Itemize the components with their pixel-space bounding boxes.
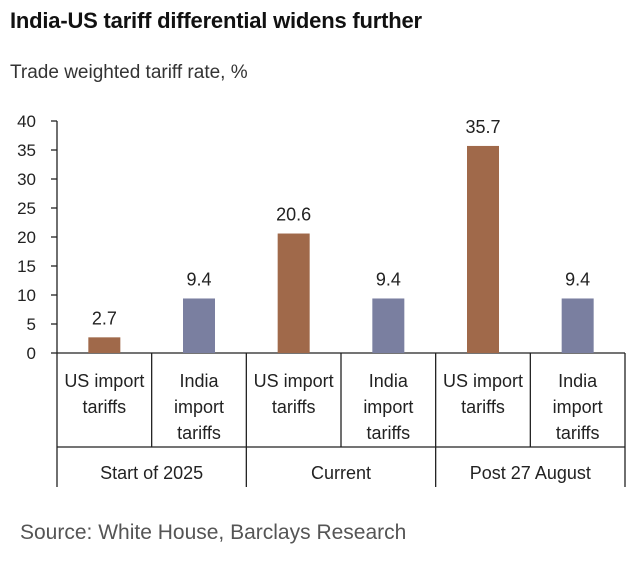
- y-tick-label: 0: [27, 344, 36, 363]
- bar-india-import-tariffs: [183, 298, 215, 353]
- chart-title: India-US tariff differential widens furt…: [10, 8, 422, 33]
- y-tick-label: 5: [27, 315, 36, 334]
- group-label: Post 27 August: [470, 463, 591, 483]
- y-tick-label: 10: [17, 286, 36, 305]
- data-label: 9.4: [565, 269, 590, 289]
- category-label: India: [369, 371, 409, 391]
- bar-us-import-tariffs: [277, 233, 310, 353]
- bar-india-import-tariffs: [561, 298, 594, 353]
- data-label: 2.7: [92, 308, 117, 328]
- category-label: tariffs: [272, 397, 316, 417]
- bar-india-import-tariffs: [372, 298, 405, 353]
- category-label: tariffs: [177, 423, 221, 443]
- data-label: 9.4: [376, 269, 401, 289]
- category-label: US import: [443, 371, 523, 391]
- category-label: India: [558, 371, 598, 391]
- category-label: tariffs: [556, 423, 600, 443]
- y-tick-label: 35: [17, 141, 36, 160]
- bar-us-import-tariffs: [88, 337, 121, 353]
- group-label: Current: [311, 463, 371, 483]
- category-label: import: [363, 397, 413, 417]
- y-tick-label: 20: [17, 228, 36, 247]
- category-label: tariffs: [366, 423, 410, 443]
- category-label: US import: [254, 371, 334, 391]
- category-label: tariffs: [82, 397, 126, 417]
- y-tick-label: 40: [17, 112, 36, 131]
- y-tick-label: 15: [17, 257, 36, 276]
- category-label: tariffs: [461, 397, 505, 417]
- bar-us-import-tariffs: [467, 145, 499, 353]
- data-label: 35.7: [465, 117, 500, 137]
- source-note: Source: White House, Barclays Research: [20, 521, 407, 544]
- category-label: US import: [64, 371, 144, 391]
- category-label: import: [174, 397, 224, 417]
- data-label: 20.6: [276, 205, 311, 225]
- chart-subtitle: Trade weighted tariff rate, %: [10, 62, 248, 83]
- y-tick-label: 25: [17, 199, 36, 218]
- y-tick-label: 30: [17, 170, 36, 189]
- data-label: 9.4: [186, 269, 211, 289]
- category-label: import: [553, 397, 603, 417]
- group-label: Start of 2025: [100, 463, 203, 483]
- category-label: India: [179, 371, 219, 391]
